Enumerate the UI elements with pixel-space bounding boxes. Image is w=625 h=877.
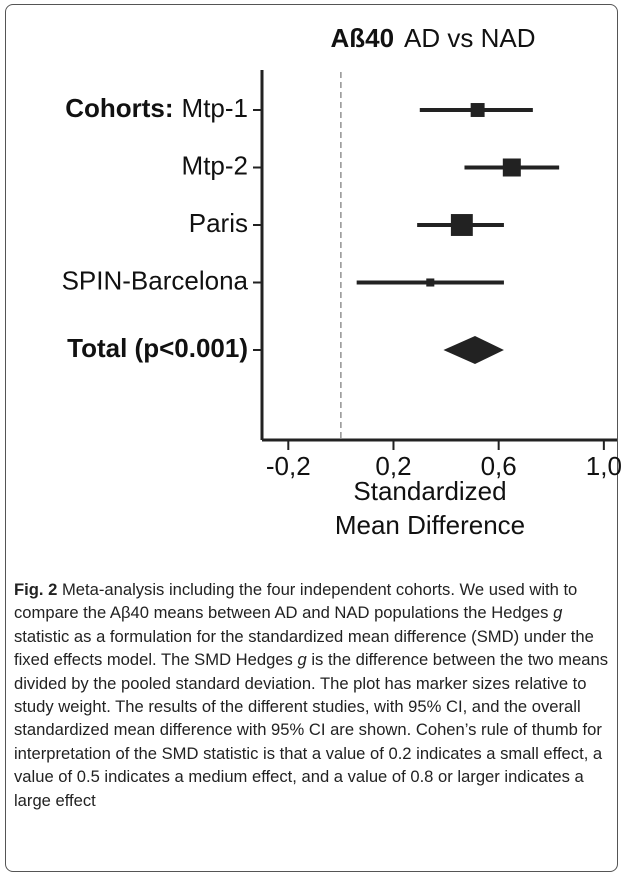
estimate-marker <box>470 103 485 117</box>
title-rest: AD vs NAD <box>404 23 535 53</box>
caption-text: statistic as a formulation for the stand… <box>14 626 594 670</box>
category-name: Mtp-2 <box>182 150 248 180</box>
x-axis-label: Standardized <box>353 476 506 506</box>
chart-title: Aß40 AD vs NAD <box>330 23 535 53</box>
category-label: SPIN-Barcelona <box>62 265 249 295</box>
category-label: Mtp-2 <box>182 150 248 180</box>
estimate-marker <box>502 158 521 177</box>
total-diamond <box>443 336 504 364</box>
category-label: Cohorts: Mtp-1 <box>65 93 248 123</box>
figure-frame <box>5 4 618 872</box>
chart: Aß40 AD vs NAD Standardized Mean Differen… <box>62 23 622 540</box>
caption-text: Meta-analysis including the four indepen… <box>14 580 578 623</box>
category-name: Mtp-1 <box>182 93 248 123</box>
caption-text: g <box>553 603 563 623</box>
x-tick-label: -0,2 <box>266 451 311 481</box>
category-name: SPIN-Barcelona <box>62 265 249 295</box>
caption-text: is the difference between the two means … <box>14 650 609 810</box>
x-tick-label: 0,2 <box>375 451 411 481</box>
estimate-marker <box>426 278 435 287</box>
total-label: Total (p<0.001) <box>67 333 248 363</box>
category-label: Paris <box>189 208 248 238</box>
estimate-marker <box>450 214 473 236</box>
x-tick-label: 0,6 <box>481 451 517 481</box>
x-axis-label: Mean Difference <box>335 510 525 540</box>
x-tick-label: 1,0 <box>586 451 622 481</box>
caption-label: Fig. 2 <box>14 580 58 599</box>
title-bold: Aß40 <box>330 23 394 53</box>
category-name: Paris <box>189 208 248 238</box>
group-label: Cohorts: <box>65 93 173 123</box>
caption-text: g <box>297 650 307 670</box>
caption: Fig. 2 Meta-analysis including the four … <box>14 578 614 812</box>
